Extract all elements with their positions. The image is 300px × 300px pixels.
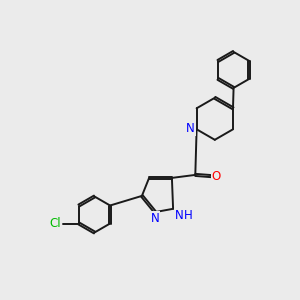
Text: H: H <box>184 209 193 222</box>
Text: O: O <box>212 169 221 183</box>
Text: N: N <box>151 212 160 225</box>
Text: N: N <box>175 209 184 222</box>
Text: Cl: Cl <box>49 217 61 230</box>
Text: N: N <box>186 122 195 135</box>
